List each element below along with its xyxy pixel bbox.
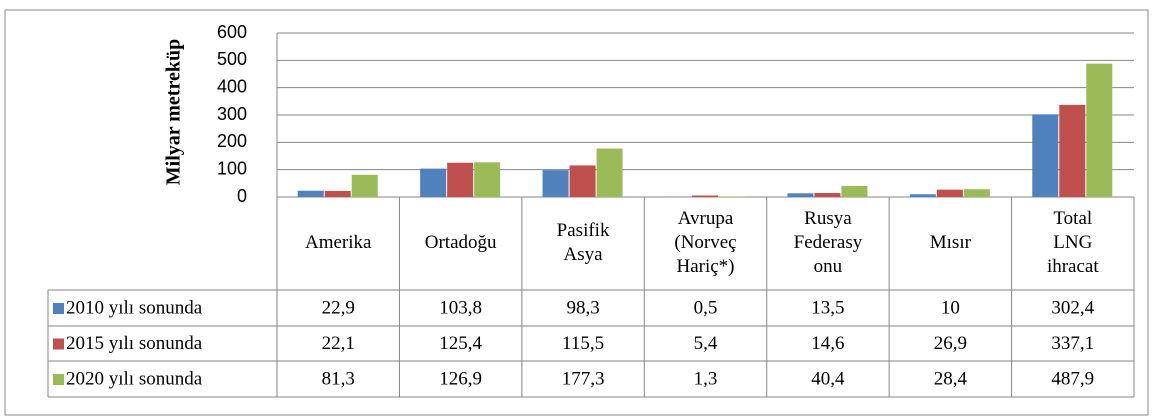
table-value: 115,5	[562, 333, 604, 354]
x-tick-label-line: Total	[1053, 208, 1092, 229]
table-value: 337,1	[1051, 333, 1094, 354]
bar	[692, 195, 718, 197]
bar	[447, 162, 474, 197]
legend-label: 2015 yılı sonunda	[66, 333, 203, 354]
x-tick-label: Ortadoğu	[425, 232, 497, 253]
x-tick-label: Pasifik Asya	[557, 220, 610, 265]
bar	[351, 174, 378, 197]
x-tick-label-line: Amerika	[305, 232, 372, 253]
bar	[1032, 114, 1059, 197]
legend-swatch	[53, 374, 64, 385]
bar	[542, 170, 569, 197]
chart-border	[4, 9, 1149, 416]
bar	[420, 168, 447, 197]
x-tick-label-line: (Norveç	[674, 232, 736, 253]
y-tick-label: 600	[217, 22, 247, 42]
bar	[324, 190, 351, 197]
bar	[297, 190, 324, 197]
y-tick-label: 300	[217, 104, 247, 124]
table-value: 302,4	[1051, 297, 1094, 318]
table-value: 22,1	[322, 333, 355, 354]
bar	[1059, 104, 1086, 197]
bar	[596, 148, 623, 197]
table-value: 103,8	[439, 297, 482, 318]
table-value: 81,3	[322, 368, 355, 389]
x-tick-label: Avrupa (Norveç Hariç*)	[674, 208, 736, 277]
bar	[814, 193, 841, 197]
table-value: 125,4	[439, 333, 482, 354]
bar	[787, 193, 814, 197]
bar	[474, 162, 501, 197]
x-tick-label-line: Mısır	[930, 232, 972, 253]
x-tick-label-line: Ortadoğu	[425, 232, 497, 253]
x-tick-label: Rusya Federasy onu	[794, 208, 863, 277]
x-tick-label: Amerika	[305, 232, 372, 253]
x-tick-label-line: LNG	[1053, 232, 1092, 253]
table-value: 14,6	[811, 333, 844, 354]
table-value: 0,5	[694, 297, 718, 318]
x-tick-label-line: Hariç*)	[676, 256, 734, 277]
x-tick-label-line: Federasy	[794, 232, 863, 253]
x-tick-label-line: onu	[814, 256, 843, 277]
x-tick-label: Mısır	[930, 232, 972, 253]
x-tick-label-line: Rusya	[804, 208, 852, 229]
y-tick-label: 0	[237, 186, 247, 206]
table-value: 26,9	[934, 333, 967, 354]
x-tick-label-line: Avrupa	[678, 208, 734, 229]
bar	[569, 165, 596, 197]
legend-swatch	[53, 338, 64, 350]
table-value: 13,5	[811, 297, 844, 318]
y-tick-label: 500	[217, 49, 247, 69]
table-value: 5,4	[694, 333, 718, 354]
x-tick-label: Total LNG ihracat	[1047, 208, 1099, 277]
bar	[909, 194, 936, 197]
table-value: 22,9	[322, 297, 355, 318]
table-value: 177,3	[562, 368, 605, 389]
y-axis-title: Milyar metreküp	[163, 39, 185, 185]
bar	[963, 189, 990, 197]
legend-label: 2020 yılı sonunda	[66, 368, 203, 389]
y-tick-label: 200	[217, 131, 247, 151]
x-tick-label-line: Pasifik	[557, 220, 610, 241]
table-value: 40,4	[811, 368, 845, 389]
y-tick-label: 100	[217, 158, 247, 178]
bar	[1086, 63, 1113, 197]
x-tick-label-line: Asya	[564, 244, 604, 265]
table-value: 10	[941, 297, 960, 318]
legend-label: 2010 yılı sonunda	[66, 297, 203, 318]
table-value: 28,4	[934, 368, 968, 389]
x-tick-label-line: ihracat	[1047, 256, 1099, 277]
bar	[841, 185, 868, 197]
table-value: 1,3	[694, 368, 718, 389]
table-value: 487,9	[1051, 368, 1094, 389]
table-value: 98,3	[566, 297, 599, 318]
table-value: 126,9	[439, 368, 482, 389]
legend-swatch	[53, 303, 64, 314]
y-tick-label: 400	[217, 76, 247, 96]
bar	[936, 189, 963, 197]
